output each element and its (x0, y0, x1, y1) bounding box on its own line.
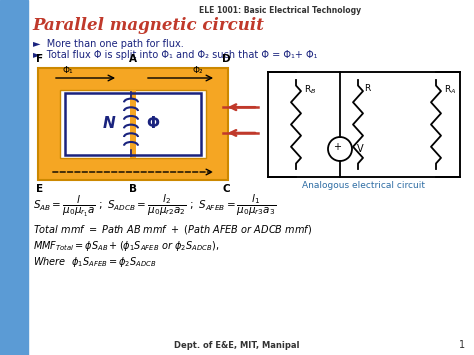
Text: N: N (103, 116, 115, 131)
Text: ELE 1001: Basic Electrical Technology: ELE 1001: Basic Electrical Technology (199, 6, 361, 15)
Text: $\mathit{MMF_{Total} = \phi S_{AB} + (\phi_1 S_{AFEB}\ \mathit{or}\ \phi_2 S_{AD: $\mathit{MMF_{Total} = \phi S_{AB} + (\p… (33, 239, 219, 253)
Text: Φ: Φ (146, 116, 159, 131)
Text: $\mathit{Total\ mmf\ =\ Path\ AB\ mmf\ +\ (Path\ AFEB\ or\ ADCB\ mmf)}$: $\mathit{Total\ mmf\ =\ Path\ AB\ mmf\ +… (33, 223, 312, 236)
Text: Analogous electrical circuit: Analogous electrical circuit (302, 181, 426, 190)
Text: B: B (129, 184, 137, 194)
Text: C: C (222, 184, 230, 194)
Text: A: A (129, 54, 137, 64)
Text: V: V (357, 144, 364, 154)
Bar (38, 68, 228, 180)
Text: ►  Total flux Φ is split into Φ₁ and Φ₂ such that Φ = Φ₁+ Φ₁: ► Total flux Φ is split into Φ₁ and Φ₂ s… (33, 50, 318, 60)
Bar (268, 72, 460, 177)
Text: D: D (222, 54, 230, 64)
Text: R: R (364, 84, 370, 93)
Text: Parallel magnetic circuit: Parallel magnetic circuit (32, 17, 264, 34)
Bar (0, 0, 28, 355)
Text: R$_B$: R$_B$ (304, 84, 316, 97)
Bar (65, 93, 201, 155)
Text: 1: 1 (459, 340, 465, 350)
Text: ►  More than one path for flux.: ► More than one path for flux. (33, 39, 184, 49)
Text: E: E (36, 184, 44, 194)
Text: Φ₁: Φ₁ (63, 66, 73, 75)
Text: R$_A$: R$_A$ (444, 84, 456, 97)
Text: $\mathit{Where\ \ \phi_1 S_{AFEB} = \phi_2 S_{ADCB}}$: $\mathit{Where\ \ \phi_1 S_{AFEB} = \phi… (33, 255, 156, 269)
Text: Φ₂: Φ₂ (193, 66, 203, 75)
Text: +: + (333, 142, 341, 152)
Bar (130, 90, 136, 158)
Text: Dept. of E&E, MIT, Manipal: Dept. of E&E, MIT, Manipal (174, 341, 300, 350)
Text: $S_{AB} = \dfrac{l}{\mu_0\mu_{r_1}a}$$\ ;\ S_{ADCB} = \dfrac{l_2}{\mu_0\mu_{r2}a: $S_{AB} = \dfrac{l}{\mu_0\mu_{r_1}a}$$\ … (33, 193, 276, 219)
Bar (60, 90, 206, 158)
Text: F: F (36, 54, 44, 64)
